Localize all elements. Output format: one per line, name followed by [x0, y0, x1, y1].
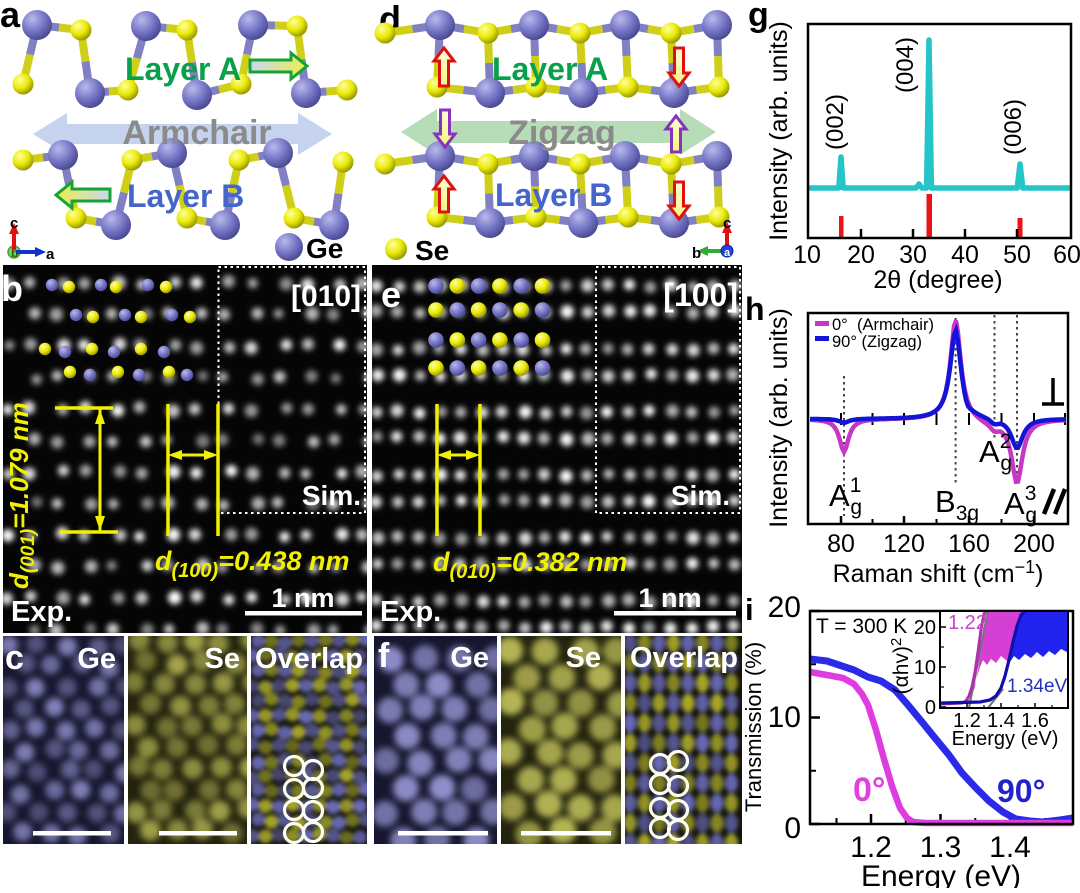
svg-text:B3g: B3g	[935, 484, 979, 525]
svg-text:a: a	[724, 247, 731, 259]
svg-text:10: 10	[768, 701, 801, 734]
svg-text:1.6: 1.6	[1021, 710, 1049, 732]
svg-text:120: 120	[883, 530, 925, 558]
svg-text:Exp.: Exp.	[380, 596, 441, 628]
svg-text:Zigzag: Zigzag	[508, 114, 616, 152]
svg-text:160: 160	[948, 530, 990, 558]
svg-text:Layer B: Layer B	[127, 178, 244, 214]
svg-text:40: 40	[951, 241, 979, 269]
svg-text:20: 20	[768, 591, 801, 624]
svg-text:i: i	[745, 592, 754, 627]
svg-text:Intensity (arb. units): Intensity (arb. units)	[765, 308, 793, 528]
svg-text:(002): (002)	[822, 94, 849, 150]
svg-text:Se: Se	[205, 643, 240, 675]
svg-text:Energy (eV): Energy (eV)	[861, 860, 1021, 888]
svg-text:A2g: A2 g	[979, 430, 1012, 475]
svg-text:0: 0	[784, 812, 801, 845]
svg-text:Layer B: Layer B	[495, 177, 612, 213]
svg-text:50: 50	[1003, 241, 1031, 269]
svg-text:Overlap: Overlap	[630, 642, 738, 674]
svg-text:1.4: 1.4	[989, 831, 1031, 864]
svg-text:10: 10	[914, 657, 936, 679]
svg-text:Se: Se	[415, 235, 449, 266]
svg-text:f: f	[378, 637, 390, 675]
svg-text:a: a	[0, 0, 21, 35]
svg-text:h: h	[745, 291, 765, 327]
svg-text:b: b	[11, 246, 18, 260]
svg-text:20: 20	[914, 617, 936, 639]
svg-text:A3g: A3 g	[1004, 482, 1037, 527]
svg-text:1.3: 1.3	[920, 831, 962, 864]
svg-text:Ge: Ge	[77, 643, 116, 675]
svg-text:1.2: 1.2	[953, 710, 981, 732]
svg-text:T = 300 K: T = 300 K	[816, 615, 907, 638]
svg-text:c: c	[10, 215, 18, 232]
svg-text:g: g	[748, 0, 769, 34]
svg-text:1 nm: 1 nm	[638, 583, 701, 613]
svg-text:(004): (004)	[892, 37, 919, 93]
svg-text:Raman shift (cm−1): Raman shift (cm−1)	[833, 557, 1044, 588]
svg-text:(006): (006)	[1000, 99, 1027, 155]
svg-text:1.34eV: 1.34eV	[1007, 676, 1068, 697]
svg-text:1.2: 1.2	[850, 831, 892, 864]
svg-text:90° (Zigzag): 90° (Zigzag)	[832, 333, 922, 351]
svg-text:Ge: Ge	[306, 233, 343, 264]
svg-text:[010]: [010]	[291, 280, 361, 313]
svg-text:Exp.: Exp.	[11, 596, 72, 628]
svg-text:A1g: A1 g	[829, 474, 862, 519]
svg-text:Se: Se	[566, 642, 601, 674]
svg-text:(αhv)2: (αhv)2	[888, 638, 913, 695]
svg-text:200: 200	[1013, 530, 1055, 558]
svg-text:Sim.: Sim.	[671, 480, 730, 511]
svg-text:30: 30	[899, 241, 927, 269]
svg-text:c: c	[723, 215, 731, 232]
svg-text:0°: 0°	[853, 771, 886, 809]
svg-text:60: 60	[1053, 241, 1080, 269]
svg-text:Armchair: Armchair	[122, 114, 271, 152]
svg-text:d(100)=0.438 nm: d(100)=0.438 nm	[155, 546, 350, 582]
svg-text:Transmission (%): Transmission (%)	[741, 642, 766, 812]
svg-text:90°: 90°	[997, 773, 1045, 809]
svg-text:Layer A: Layer A	[492, 51, 608, 87]
svg-text:Overlap: Overlap	[255, 643, 363, 675]
svg-text:Ge: Ge	[450, 642, 489, 674]
svg-text:Layer A: Layer A	[125, 51, 241, 87]
svg-text:Intensity (arb. units): Intensity (arb. units)	[765, 21, 793, 241]
svg-text:b: b	[692, 245, 701, 262]
svg-text:a: a	[46, 246, 55, 263]
svg-text:80: 80	[827, 530, 855, 558]
svg-text:0° (Armchair): 0° (Armchair)	[832, 316, 934, 334]
svg-text:e: e	[381, 274, 401, 315]
svg-text:10: 10	[793, 241, 821, 269]
svg-text:Energy (eV): Energy (eV)	[952, 728, 1059, 750]
svg-text:20: 20	[847, 241, 875, 269]
svg-text:2θ (degree): 2θ (degree)	[873, 266, 1002, 294]
svg-text:1 nm: 1 nm	[271, 583, 334, 613]
svg-text:Sim.: Sim.	[302, 480, 361, 511]
svg-text:0: 0	[925, 697, 936, 719]
svg-text:1.4: 1.4	[987, 710, 1015, 732]
svg-text:[100]: [100]	[663, 277, 738, 313]
svg-text:c: c	[5, 639, 24, 677]
svg-text:1.22eV: 1.22eV	[948, 612, 1012, 634]
svg-text:b: b	[1, 268, 23, 309]
